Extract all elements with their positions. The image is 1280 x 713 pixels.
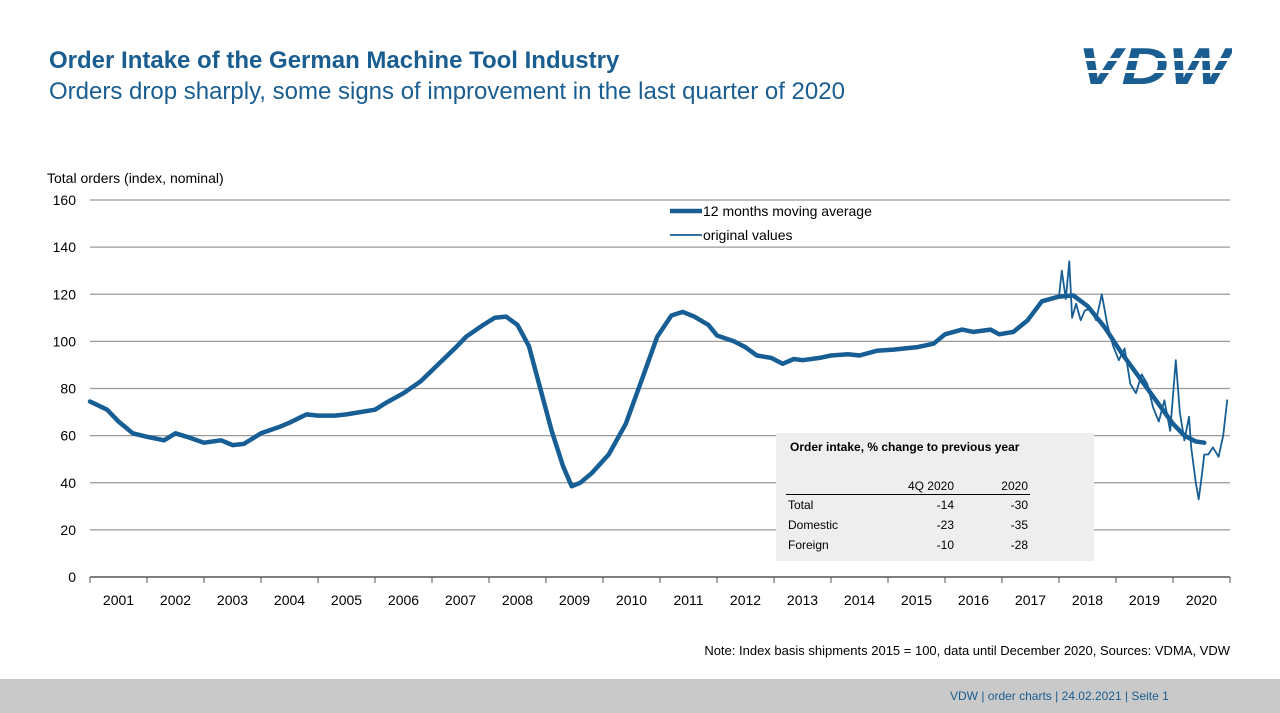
x-tick-label: 2018 (1072, 592, 1103, 608)
inset-cell: -10 (936, 538, 954, 552)
y-tick-label: 40 (60, 475, 76, 491)
x-tick-label: 2001 (103, 592, 134, 608)
source-note: Note: Index basis shipments 2015 = 100, … (704, 643, 1230, 658)
legend-label-moving-average: 12 months moving average (703, 203, 872, 219)
footer-text: VDW | order charts | 24.02.2021 | Seite … (950, 689, 1169, 703)
inset-title: Order intake, % change to previous year (790, 440, 1020, 454)
inset-header-row: 4Q 2020 2020 (786, 478, 1030, 495)
y-axis-label: Total orders (index, nominal) (47, 170, 224, 186)
logo-stripe (1076, 58, 1232, 61)
page-title: Order Intake of the German Machine Tool … (49, 47, 620, 74)
x-tick-label: 2014 (844, 592, 875, 608)
x-tick-label: 2009 (559, 592, 590, 608)
vdw-logo: VDW (1076, 44, 1232, 88)
x-tick-label: 2013 (787, 592, 818, 608)
x-tick-label: 2005 (331, 592, 362, 608)
inset-col-header (786, 478, 882, 495)
y-tick-label: 0 (68, 569, 76, 585)
x-tick-label: 2016 (958, 592, 989, 608)
inset-cell: -23 (936, 518, 954, 532)
x-tick-label: 2007 (445, 592, 476, 608)
inset-cell: -30 (1010, 498, 1028, 512)
x-tick-label: 2008 (502, 592, 533, 608)
series-line-original-values (1026, 260, 1229, 501)
inset-cell: -14 (936, 498, 954, 512)
y-tick-label: 100 (53, 333, 77, 349)
legend: 12 months moving average original values (670, 203, 872, 243)
inset-row-domestic: Domestic -23 -35 (786, 515, 1030, 535)
x-tick-label: 2012 (730, 592, 761, 608)
inset-col-header: 2020 (956, 478, 1030, 495)
page-subtitle: Orders drop sharply, some signs of impro… (49, 78, 845, 105)
y-tick-label: 140 (53, 239, 77, 255)
footer-bar (0, 679, 1280, 713)
inset-row-label: Domestic (788, 518, 839, 532)
y-tick-labels: 0 20 40 60 80 100 120 140 160 (53, 192, 77, 585)
x-tick-label: 2002 (160, 592, 191, 608)
inset-col-header: 4Q 2020 (882, 478, 956, 495)
x-tick-label: 2015 (901, 592, 932, 608)
logo-stripe (1076, 70, 1232, 73)
y-tick-label: 120 (53, 286, 77, 302)
inset-row-label: Total (788, 498, 814, 512)
y-tick-label: 160 (53, 192, 77, 208)
inset-cell: -28 (1010, 538, 1028, 552)
logo-text: VDW (1078, 44, 1232, 88)
legend-label-original: original values (703, 227, 793, 243)
series-line-moving-average (87, 293, 1207, 489)
x-tick-label: 2003 (217, 592, 248, 608)
x-tick-label: 2019 (1129, 592, 1160, 608)
x-tick-label: 2020 (1186, 592, 1217, 608)
series-lines (87, 260, 1229, 501)
x-axis: 2001 2002 2003 2004 2005 2006 2007 2008 2009 2010… (89, 577, 1231, 608)
inset-row-foreign: Foreign -10 -28 (786, 535, 1030, 555)
x-tick-label: 2011 (673, 592, 703, 608)
y-tick-label: 60 (60, 428, 76, 444)
inset-row-label: Foreign (788, 538, 829, 552)
y-tick-label: 20 (60, 522, 76, 538)
y-tick-label: 80 (60, 381, 76, 397)
x-tick-label: 2010 (616, 592, 647, 608)
inset-table-box: Order intake, % change to previous year … (776, 433, 1094, 561)
x-tick-label: 2017 (1015, 592, 1046, 608)
inset-cell: -35 (1010, 518, 1028, 532)
inset-table: 4Q 2020 2020 Total -14 -30 Domestic -23 … (786, 478, 1030, 555)
inset-row-total: Total -14 -30 (786, 495, 1030, 516)
x-tick-label: 2006 (388, 592, 419, 608)
x-tick-label: 2004 (274, 592, 305, 608)
